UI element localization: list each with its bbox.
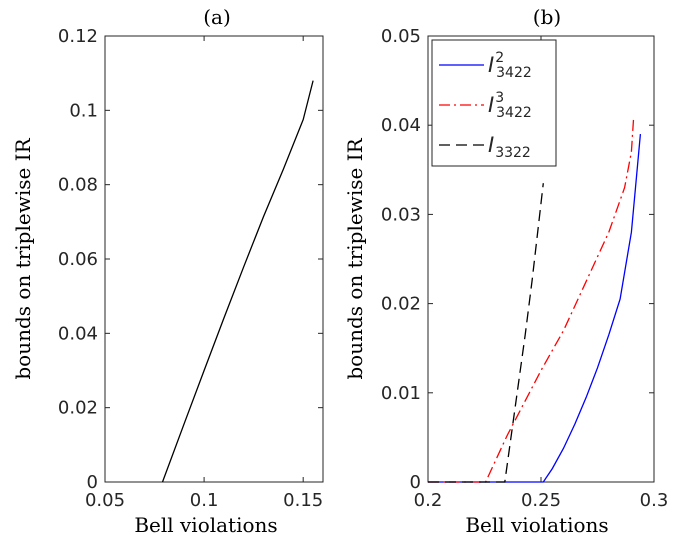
y-tick-label: 0 (410, 472, 421, 493)
panel-a-ticks: 0.05 0.1 0.15 0 0.02 0.04 0.06 0.08 0.1 0.12 (58, 26, 323, 511)
legend-label: I3 3422 (488, 90, 532, 121)
y-tick-label: 0.1 (69, 100, 98, 121)
y-tick-label: 0.04 (381, 115, 421, 136)
series-line-i-2-3422 (428, 134, 642, 483)
panel-a-y-label: bounds on triplewise IR (11, 137, 35, 379)
y-tick-label: 0 (87, 472, 98, 493)
legend-box (431, 39, 557, 167)
panel-a-title: (a) (203, 5, 231, 29)
y-tick-label: 0.04 (58, 323, 98, 344)
legend-label: I2 3422 (488, 50, 532, 81)
panel-b: (b) Bell violations bounds on triplewise… (343, 5, 668, 537)
x-tick-label: 0.2 (414, 490, 443, 511)
y-tick-label: 0.02 (58, 398, 98, 419)
panel-a: (a) Bell violations bounds on triplewise… (11, 5, 324, 537)
legend-label: I3322 (488, 133, 531, 161)
y-tick-label: 0.12 (58, 26, 98, 47)
x-tick-label: 0.3 (640, 490, 669, 511)
panel-a-plot-area (104, 35, 324, 483)
panel-b-title: (b) (533, 5, 561, 29)
y-tick-label: 0.06 (58, 249, 98, 270)
series-line-curve (161, 80, 314, 483)
y-tick-label: 0.03 (381, 204, 421, 225)
panel-b-x-label: Bell violations (465, 513, 608, 537)
series-line-i-3-3422 (428, 116, 635, 483)
y-tick-label: 0.05 (381, 26, 421, 47)
y-tick-label: 0.01 (381, 383, 421, 404)
x-tick-label: 0.15 (283, 490, 323, 511)
panel-b-ticks: 0.2 0.25 0.3 0 0.01 0.02 0.03 0.04 0.05 (381, 26, 668, 511)
panel-b-series-group (428, 116, 642, 483)
panel-a-series-group (161, 80, 314, 483)
x-tick-label: 0.1 (190, 490, 219, 511)
x-tick-label: 0.05 (85, 490, 125, 511)
y-tick-label: 0.08 (58, 175, 98, 196)
panel-a-x-label: Bell violations (134, 513, 277, 537)
series-line-i-3322 (428, 183, 544, 483)
x-tick-label: 0.25 (521, 490, 561, 511)
panel-b-y-label: bounds on triplewise IR (343, 137, 367, 379)
y-tick-label: 0.02 (381, 294, 421, 315)
panel-b-legend: I2 3422 I3 3422 I3322 (431, 39, 557, 167)
